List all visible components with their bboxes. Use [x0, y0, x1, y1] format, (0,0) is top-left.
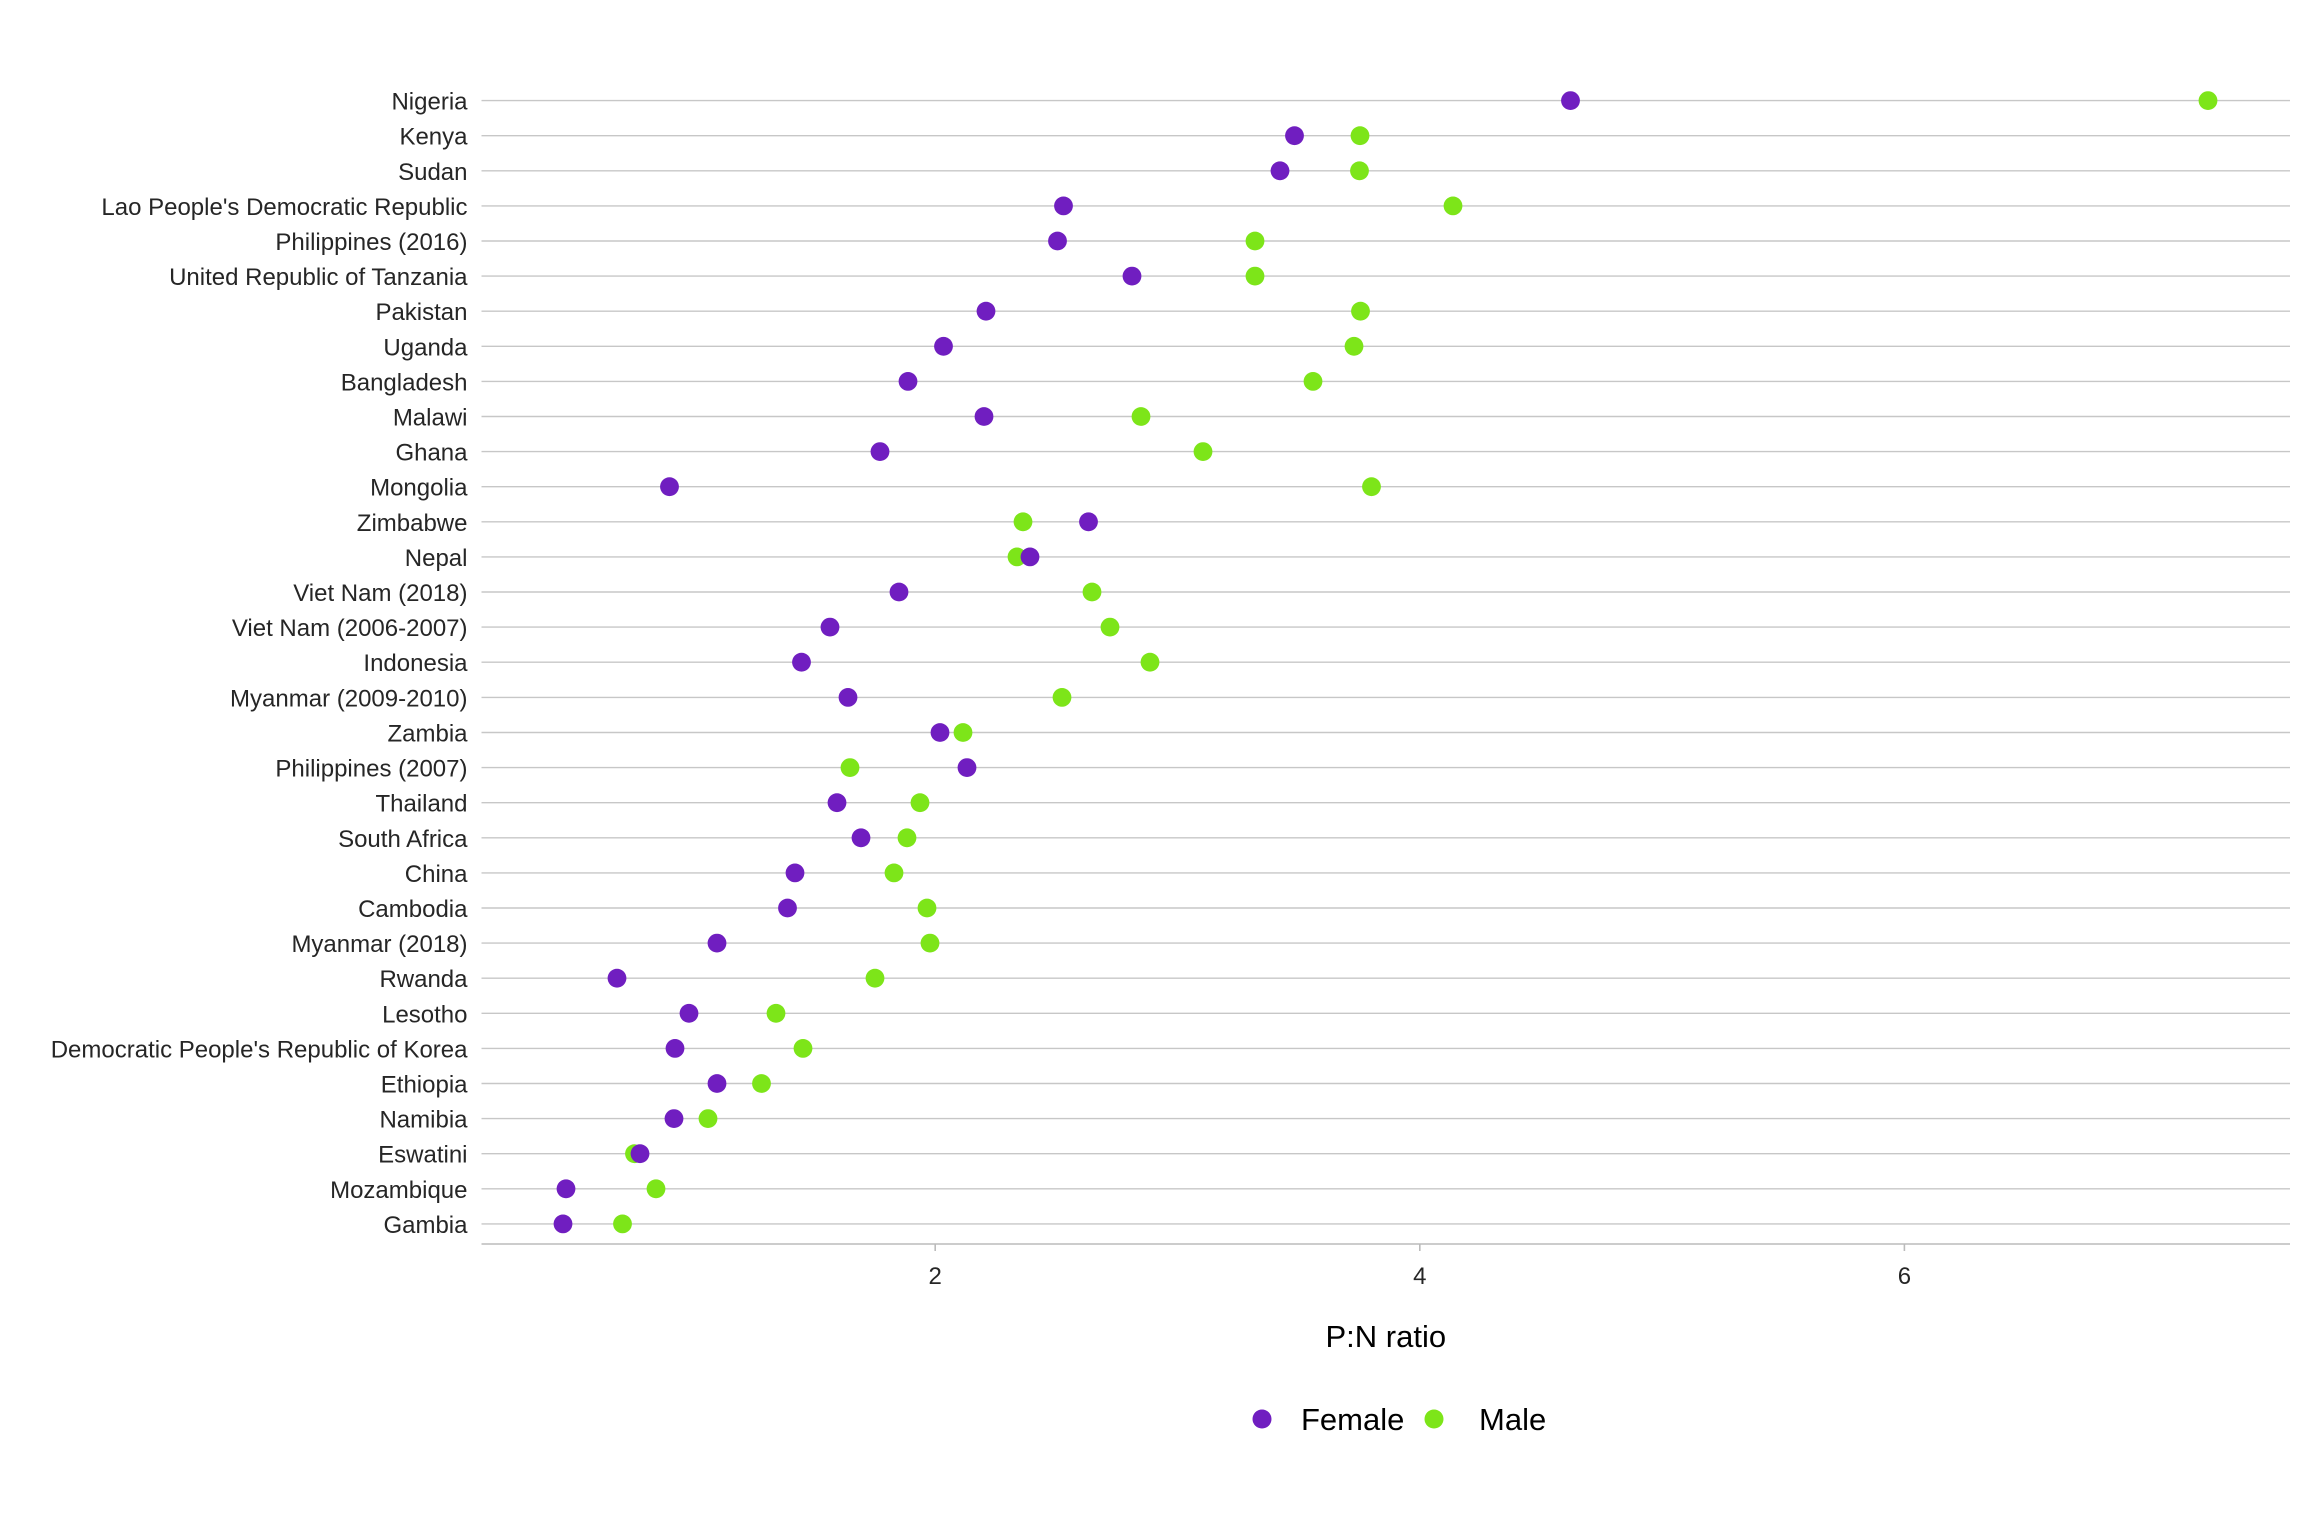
- svg-text:Ghana: Ghana: [395, 440, 468, 467]
- svg-text:United Republic of Tanzania: United Republic of Tanzania: [169, 264, 468, 291]
- svg-text:Rwanda: Rwanda: [379, 966, 468, 993]
- svg-text:Thailand: Thailand: [375, 791, 467, 818]
- svg-text:Uganda: Uganda: [383, 334, 468, 361]
- svg-text:Ethiopia: Ethiopia: [381, 1072, 468, 1099]
- svg-text:Nigeria: Nigeria: [391, 89, 468, 116]
- svg-text:Pakistan: Pakistan: [375, 299, 467, 326]
- svg-text:Myanmar (2018): Myanmar (2018): [291, 931, 467, 958]
- svg-text:Gambia: Gambia: [383, 1212, 468, 1239]
- svg-text:Lao People's Democratic Republ: Lao People's Democratic Republic: [101, 194, 467, 221]
- svg-text:Bangladesh: Bangladesh: [341, 369, 468, 396]
- svg-text:Myanmar (2009-2010): Myanmar (2009-2010): [230, 685, 467, 712]
- svg-text:South Africa: South Africa: [338, 826, 468, 853]
- svg-text:Philippines (2007): Philippines (2007): [275, 756, 467, 783]
- svg-text:Sudan: Sudan: [398, 159, 467, 186]
- svg-text:Lesotho: Lesotho: [382, 1001, 467, 1028]
- svg-text:2: 2: [929, 1263, 942, 1290]
- svg-text:Namibia: Namibia: [379, 1107, 468, 1134]
- svg-text:Zimbabwe: Zimbabwe: [357, 510, 468, 537]
- svg-text:Viet Nam (2018): Viet Nam (2018): [293, 580, 467, 607]
- svg-text:P:N ratio: P:N ratio: [1325, 1319, 1446, 1354]
- svg-text:Cambodia: Cambodia: [358, 896, 468, 923]
- svg-text:Indonesia: Indonesia: [363, 650, 468, 677]
- svg-text:Mongolia: Mongolia: [370, 475, 468, 502]
- svg-text:Philippines (2016): Philippines (2016): [275, 229, 467, 256]
- svg-text:Male: Male: [1479, 1402, 1546, 1437]
- svg-text:China: China: [405, 861, 468, 888]
- svg-text:Nepal: Nepal: [405, 545, 468, 572]
- svg-text:Eswatini: Eswatini: [378, 1142, 467, 1169]
- svg-text:Malawi: Malawi: [393, 405, 468, 432]
- svg-text:4: 4: [1413, 1263, 1426, 1290]
- svg-text:Viet Nam (2006-2007): Viet Nam (2006-2007): [232, 615, 468, 642]
- svg-text:6: 6: [1898, 1263, 1911, 1290]
- svg-text:Mozambique: Mozambique: [330, 1177, 467, 1204]
- svg-text:Democratic People's Republic o: Democratic People's Republic of Korea: [51, 1036, 468, 1063]
- svg-text:Kenya: Kenya: [399, 124, 468, 151]
- svg-text:Female: Female: [1301, 1402, 1404, 1437]
- svg-text:Zambia: Zambia: [387, 721, 468, 748]
